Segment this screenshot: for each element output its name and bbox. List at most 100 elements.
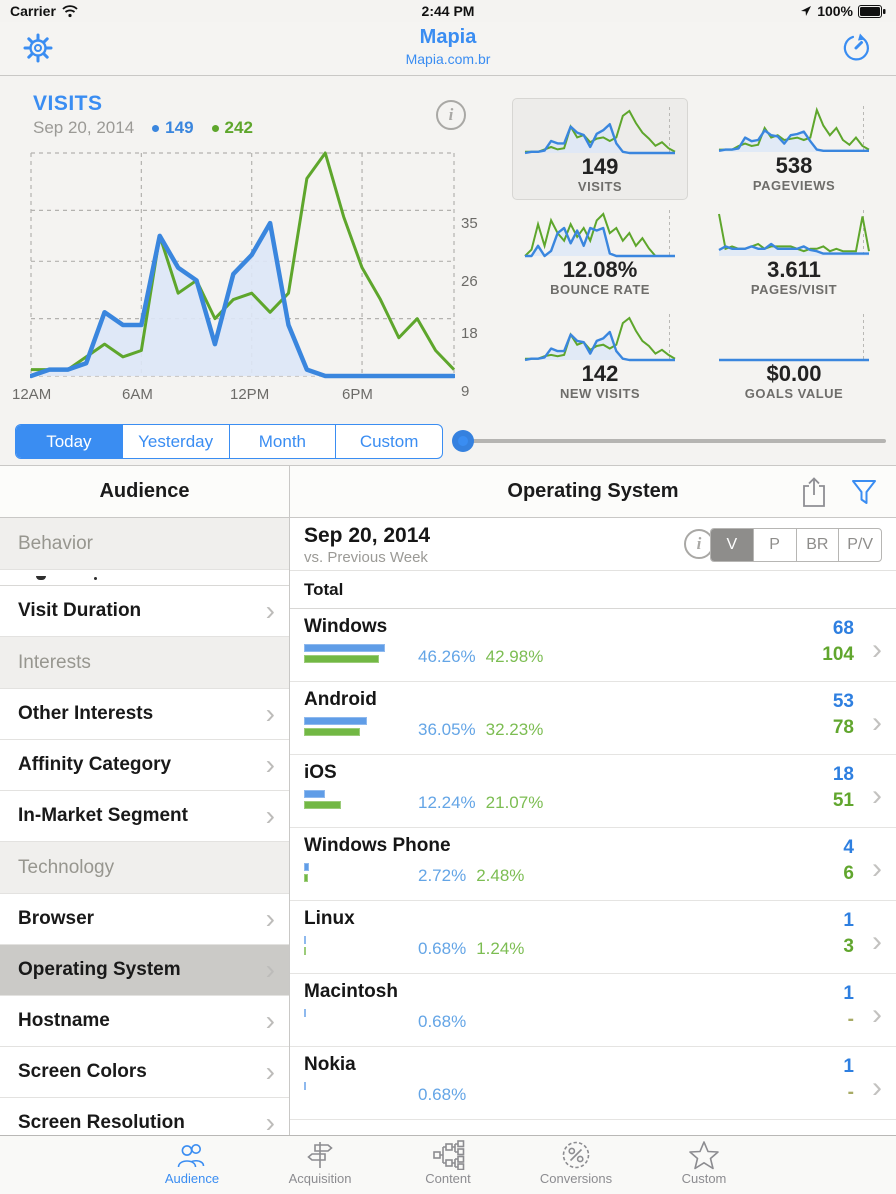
chevron-right-icon: › xyxy=(872,706,882,739)
card-label: VISITS xyxy=(577,179,623,194)
overview-dashboard: VISITS Sep 20, 2014 149 242 i 35 26 18 9… xyxy=(0,76,896,418)
carrier-label: Carrier xyxy=(10,3,56,19)
range-option-today[interactable]: Today xyxy=(16,425,122,458)
value-current: 68 xyxy=(832,618,854,639)
card-value: 149 xyxy=(581,154,619,179)
tab-custom[interactable]: Custom xyxy=(654,1136,754,1194)
history-button[interactable] xyxy=(840,32,872,69)
pct-previous: 42.98% xyxy=(485,647,544,666)
percent-badge-icon xyxy=(562,1141,590,1169)
value-current: 18 xyxy=(832,764,854,785)
legend-dot-green xyxy=(211,124,219,132)
card-label: GOALS VALUE xyxy=(744,386,844,401)
value-previous: 51 xyxy=(832,790,854,811)
metric-option-visits[interactable]: V xyxy=(711,529,753,561)
metric-option-pages-visit[interactable]: P/V xyxy=(838,529,881,561)
sidebar-item-browser[interactable]: Browser › xyxy=(0,894,289,945)
report-title: Operating System xyxy=(507,480,679,502)
table-row-windows-phone[interactable]: Windows Phone 2.72% 2.48% 4 6 › xyxy=(290,828,896,901)
tab-audience[interactable]: Audience xyxy=(142,1136,242,1194)
legend-current: 149 xyxy=(152,118,194,138)
range-option-month[interactable]: Month xyxy=(228,425,336,458)
metric-card-pages-visit[interactable]: 3.611 PAGES/VISIT xyxy=(706,202,882,304)
sidebar-item-operating-system[interactable]: Operating System › xyxy=(0,945,289,996)
total-row: Total xyxy=(290,571,896,609)
table-row-android[interactable]: Android 36.05% 32.23% 53 78 › xyxy=(290,682,896,755)
x-axis-tick: 6AM xyxy=(122,386,153,403)
table-row-ios[interactable]: iOS 12.24% 21.07% 18 51 › xyxy=(290,755,896,828)
date-slider-track[interactable] xyxy=(468,439,886,443)
metric-card-goals-value[interactable]: $0.00 GOALS VALUE xyxy=(706,306,882,408)
card-value: 142 xyxy=(581,361,619,386)
value-current: 4 xyxy=(843,837,854,858)
row-name: Linux xyxy=(304,908,355,929)
chevron-right-icon: › xyxy=(265,595,275,626)
metric-card-bounce-rate[interactable]: 12.08% BOUNCE RATE xyxy=(512,202,688,304)
sparkline-pages-visit xyxy=(718,210,870,256)
range-option-custom[interactable]: Custom xyxy=(335,425,442,458)
bar-current xyxy=(304,863,309,871)
sidebar-item-in-market-segment[interactable]: In-Market Segment › xyxy=(0,791,289,842)
sidebar-item-screen-resolution[interactable]: Screen Resolution › xyxy=(0,1098,289,1135)
sidebar-item-screen-colors[interactable]: Screen Colors › xyxy=(0,1047,289,1098)
property-name[interactable]: Mapia.com.br xyxy=(405,51,491,67)
sidebar-item-hostname[interactable]: Hostname › xyxy=(0,996,289,1047)
card-label: PAGEVIEWS xyxy=(752,178,836,193)
table-row-windows[interactable]: Windows 46.26% 42.98% 68 104 › xyxy=(290,609,896,682)
chevron-right-icon: › xyxy=(872,779,882,812)
value-current: 1 xyxy=(843,983,854,1004)
card-value: 538 xyxy=(775,153,813,178)
date-range-segmented-control: Today Yesterday Month Custom xyxy=(15,424,443,459)
metric-option-pageviews[interactable]: P xyxy=(752,529,796,561)
bar-current xyxy=(304,790,326,798)
sidebar-title: Audience xyxy=(99,480,190,502)
value-previous: - xyxy=(847,1009,854,1030)
sparkline-goals-value xyxy=(719,314,869,362)
chevron-right-icon: › xyxy=(872,633,882,666)
table-row-linux[interactable]: Linux 0.68% 1.24% 1 3 › xyxy=(290,901,896,974)
filter-button[interactable] xyxy=(850,478,878,511)
table-row-nokia[interactable]: Nokia 0.68% 1 - › xyxy=(290,1047,896,1120)
metric-segmented-control: V P BR P/V xyxy=(710,528,882,562)
settings-button[interactable] xyxy=(22,32,54,69)
chevron-right-icon: › xyxy=(265,698,275,729)
metric-card-pageviews[interactable]: 538 PAGEVIEWS xyxy=(706,98,882,200)
sidebar-section-behavior: Behavior xyxy=(0,518,289,570)
tab-acquisition[interactable]: Acquisition xyxy=(270,1136,370,1194)
table-row-macintosh[interactable]: Macintosh 0.68% 1 - › xyxy=(290,974,896,1047)
tab-conversions[interactable]: Conversions xyxy=(526,1136,626,1194)
bar-previous xyxy=(304,874,309,882)
pct-current: 46.26% xyxy=(418,647,476,666)
sidebar-item-other-interests[interactable]: Other Interests › xyxy=(0,689,289,740)
share-button[interactable] xyxy=(800,476,828,513)
value-previous: 78 xyxy=(832,717,854,738)
value-current: 1 xyxy=(843,910,854,931)
chevron-right-icon: › xyxy=(265,749,275,780)
filter-funnel-icon xyxy=(852,480,876,504)
clipped-list-item[interactable] xyxy=(0,570,289,586)
metric-card-visits[interactable]: 149 VISITS xyxy=(512,98,688,200)
tab-label: Audience xyxy=(164,1171,220,1186)
metric-option-bounce-rate[interactable]: BR xyxy=(795,529,839,561)
bottom-tab-bar: Audience Acquisition Content xyxy=(0,1135,896,1194)
main-line-chart[interactable] xyxy=(28,150,457,380)
tab-label: Acquisition xyxy=(288,1171,352,1186)
sidebar-item-visit-duration[interactable]: Visit Duration › xyxy=(0,586,289,637)
card-label: PAGES/VISIT xyxy=(750,282,838,297)
sparkline-visits xyxy=(524,107,676,155)
metric-card-new-visits[interactable]: 142 NEW VISITS xyxy=(512,306,688,408)
value-previous: 3 xyxy=(843,936,854,957)
wifi-icon xyxy=(62,5,78,18)
range-option-yesterday[interactable]: Yesterday xyxy=(121,425,229,458)
signpost-icon xyxy=(307,1142,333,1168)
chevron-right-icon: › xyxy=(265,1107,275,1136)
date-slider-thumb[interactable] xyxy=(452,430,474,452)
location-arrow-icon xyxy=(801,6,812,16)
sidebar-item-affinity-category[interactable]: Affinity Category › xyxy=(0,740,289,791)
chart-info-button[interactable]: i xyxy=(436,100,466,130)
bar-previous xyxy=(304,728,361,736)
row-name: Android xyxy=(304,689,377,710)
row-name: iOS xyxy=(304,762,337,783)
tab-content[interactable]: Content xyxy=(398,1136,498,1194)
